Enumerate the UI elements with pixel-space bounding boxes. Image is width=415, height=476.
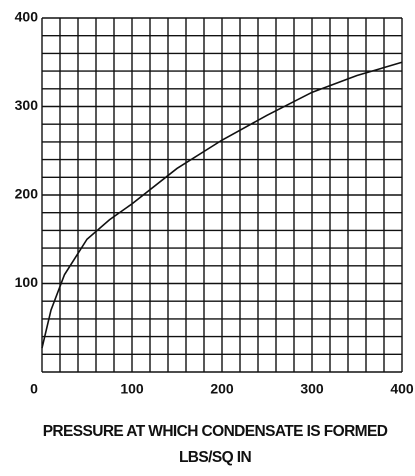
x-tick-label: 200	[210, 381, 234, 397]
x-axis-label: PRESSURE AT WHICH CONDENSATE IS FORMED	[43, 423, 388, 440]
x-tick-label: 100	[120, 381, 144, 397]
x-tick-label: 400	[390, 381, 414, 397]
y-tick-label: 400	[15, 9, 39, 25]
y-tick-label: 100	[15, 274, 39, 290]
x-tick-label: 0	[30, 381, 38, 397]
y-tick-label: 300	[15, 97, 39, 113]
x-axis-label: LBS/SQ IN	[179, 449, 252, 466]
y-tick-label: 200	[15, 186, 39, 202]
x-tick-label: 300	[300, 381, 324, 397]
curve	[41, 61, 403, 349]
